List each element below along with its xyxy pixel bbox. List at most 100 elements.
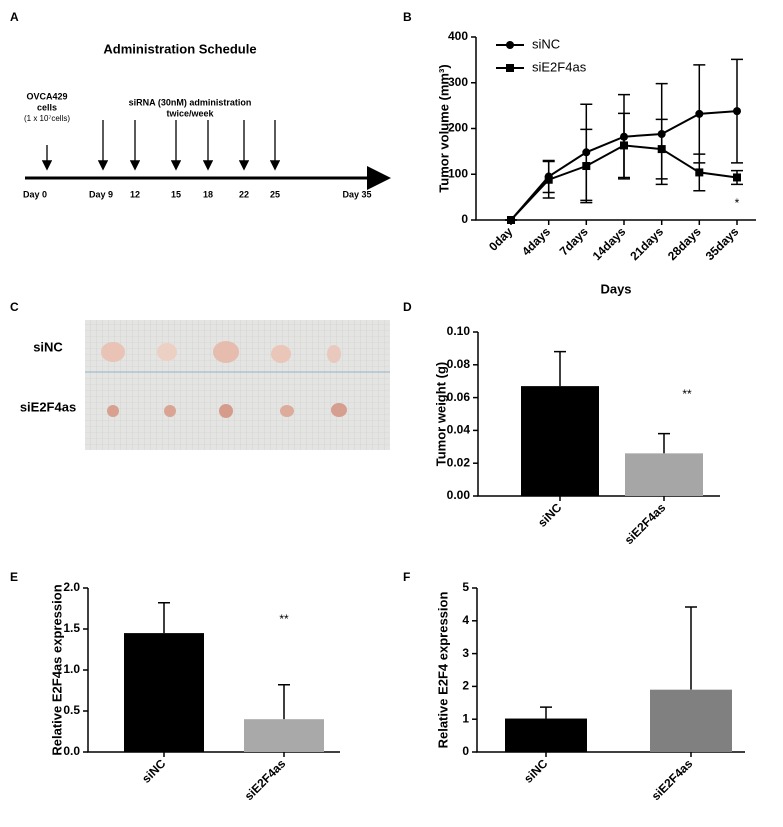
y-tick-label: 300: [448, 75, 468, 89]
y-axis-label: Tumor weight (g): [433, 362, 448, 466]
day-label: 25: [270, 189, 280, 199]
schedule: Administration Schedule OVCA429 cells (1…: [23, 41, 391, 199]
tumor: [271, 345, 291, 363]
bar: [521, 386, 599, 496]
error-bar: [158, 602, 170, 634]
tumor: [219, 404, 233, 418]
x-tick-label: siE2F4as: [242, 756, 289, 803]
y-tick-label: 0.10: [447, 324, 471, 338]
marker: [544, 175, 553, 184]
tumor: [280, 405, 294, 417]
y-tick-label: 3: [462, 646, 469, 660]
bar: [505, 718, 587, 752]
day-label: 12: [130, 189, 140, 199]
tumor: [327, 345, 341, 363]
tumor: [101, 342, 125, 362]
y-tick-label: 2: [462, 679, 469, 693]
tumor: [164, 405, 176, 417]
y-tick-label: 1: [462, 711, 469, 725]
x-tick-label: 0day: [486, 224, 515, 253]
x-tick-label: 7days: [557, 224, 591, 258]
treatment: siRNA (30nM) administration: [129, 97, 252, 107]
bar: [244, 719, 324, 752]
x-tick-label: siE2F4as: [649, 756, 696, 803]
x-tick-label: 21days: [627, 224, 666, 263]
y-tick-label: 0.0: [63, 744, 80, 758]
tumor: [331, 403, 347, 417]
legend-marker: [506, 41, 514, 49]
panel-label: F: [403, 570, 410, 584]
cells-word: cells: [37, 102, 57, 112]
marker: [733, 173, 741, 182]
y-tick-label: 4: [462, 613, 469, 627]
day-label: 22: [239, 189, 249, 199]
error-bar: [540, 706, 552, 719]
legend-label: siNC: [532, 36, 560, 51]
error-bar: [554, 350, 566, 387]
tumor: [107, 405, 119, 417]
bar: [650, 689, 732, 752]
tumor: [213, 341, 239, 363]
y-tick-label: 0.00: [447, 488, 471, 502]
day-label: Day 0: [23, 189, 47, 199]
cell-count: (1 x 10⁷cells): [24, 114, 70, 123]
panel-label: B: [403, 10, 412, 24]
frequency: twice/week: [166, 108, 214, 118]
marker: [733, 107, 741, 116]
y-tick-label: 0: [462, 744, 469, 758]
day-label: Day 35: [342, 189, 371, 199]
cell-line: OVCA429: [26, 91, 67, 101]
axis: [475, 37, 756, 221]
marker: [507, 216, 515, 224]
marker: [657, 145, 666, 154]
x-tick-label: siE2F4as: [622, 500, 669, 547]
y-axis-label: Relative E2F4as expression: [49, 584, 64, 755]
panel-label: D: [403, 300, 412, 314]
x-tick-label: siNC: [535, 500, 564, 529]
x-tick-label: siNC: [139, 756, 168, 785]
row-label: siNC: [33, 339, 63, 354]
marker: [620, 141, 628, 150]
annotation: **: [682, 387, 692, 401]
annotation: *: [735, 196, 740, 210]
y-tick-label: 0: [461, 212, 468, 226]
y-tick-label: 200: [448, 121, 468, 135]
day-label: Day 9: [89, 189, 113, 199]
bar: [625, 453, 703, 496]
tumor: [157, 343, 177, 361]
x-tick-label: siNC: [521, 756, 550, 785]
x-axis-label: Days: [600, 281, 631, 296]
marker: [582, 162, 591, 171]
y-tick-label: 0.06: [447, 390, 471, 404]
y-axis-label: Tumor volume (mm³): [436, 64, 451, 192]
y-tick-label: 2.0: [63, 580, 80, 594]
row-label: siE2F4as: [20, 399, 76, 414]
day-label: 18: [203, 189, 213, 199]
bar: [124, 633, 204, 752]
error-bar: [685, 606, 697, 690]
y-tick-label: 0.5: [63, 703, 80, 717]
error-bar: [278, 684, 290, 720]
x-tick-label: 4days: [519, 224, 553, 258]
panel-label: C: [10, 300, 19, 314]
annotation: **: [279, 612, 289, 626]
legend-marker: [506, 64, 514, 72]
y-tick-label: 0.02: [447, 455, 471, 469]
day-label: 15: [171, 189, 181, 199]
tumor-photo: siNC siE2F4as: [20, 320, 390, 450]
marker: [695, 168, 704, 177]
y-axis-label: Relative E2F4 expression: [435, 592, 450, 749]
y-tick-label: 1.0: [63, 662, 80, 676]
y-tick-label: 0.04: [447, 423, 471, 437]
error-bar: [658, 432, 670, 454]
panel-label: E: [10, 570, 18, 584]
y-tick-label: 100: [448, 166, 468, 180]
y-tick-label: 400: [448, 29, 468, 43]
photo-grid: [85, 320, 390, 450]
x-tick-label: 35days: [703, 224, 742, 263]
legend-label: siE2F4as: [532, 59, 587, 74]
y-tick-label: 1.5: [63, 621, 80, 635]
y-tick-label: 5: [462, 580, 469, 594]
x-tick-label: 14days: [590, 224, 629, 263]
